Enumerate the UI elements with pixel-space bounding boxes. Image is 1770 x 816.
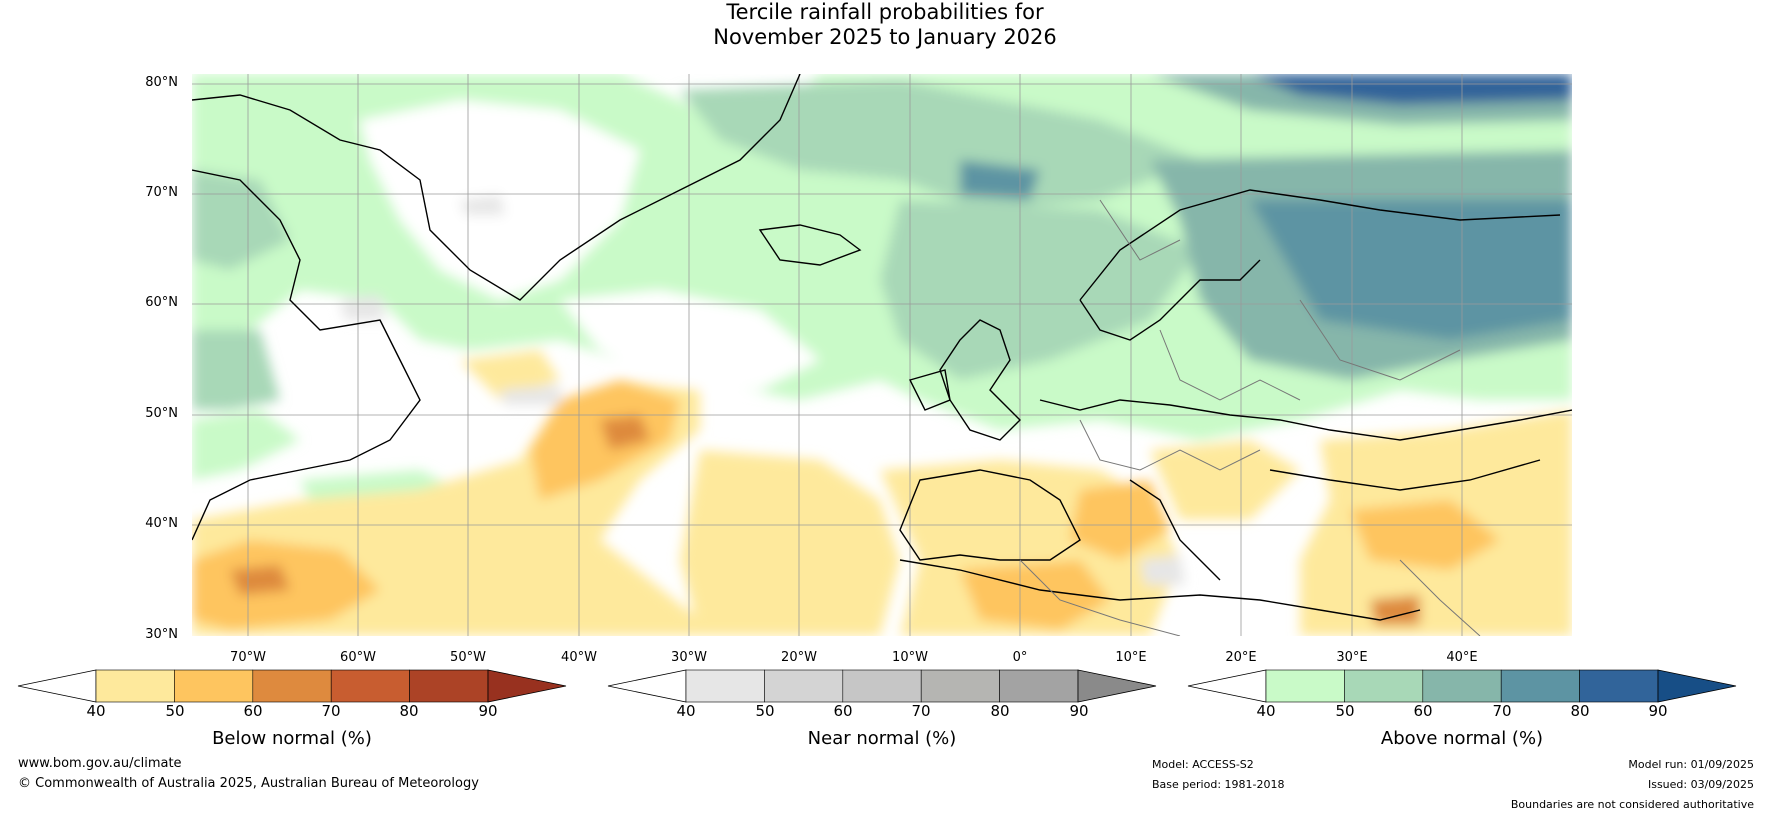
national-borders xyxy=(1019,199,1481,636)
lon-label-30w: 30°W xyxy=(671,650,707,665)
below-tick-80: 80 xyxy=(399,702,419,720)
colorbar-segment xyxy=(1422,669,1502,703)
lat-label-50n: 50°N xyxy=(145,406,178,421)
near-tick-80: 80 xyxy=(990,702,1010,720)
colorbar-extend-high xyxy=(1077,669,1157,703)
near-normal-label: Near normal (%) xyxy=(807,728,957,749)
near-tick-50: 50 xyxy=(755,702,775,720)
colorbar-extend-high xyxy=(487,669,567,703)
colorbar-segment xyxy=(842,669,922,703)
colorbar-segment xyxy=(95,669,175,703)
issued-text: Issued: 03/09/2025 xyxy=(1647,778,1754,791)
above-tick-60: 60 xyxy=(1413,702,1433,720)
colorbar-segment xyxy=(920,669,1000,703)
near-tick-70: 70 xyxy=(911,702,931,720)
map-title-line1: Tercile rainfall probabilities for xyxy=(726,0,1044,24)
disclaimer-text: Boundaries are not considered authoritat… xyxy=(1510,798,1754,811)
website-link[interactable]: www.bom.gov.au/climate xyxy=(18,756,182,771)
lat-label-40n: 40°N xyxy=(145,516,178,531)
colorbar-below-normal xyxy=(17,669,567,703)
colorbar-segment xyxy=(1500,669,1580,703)
lat-label-80n: 80°N xyxy=(145,75,178,90)
near-tick-60: 60 xyxy=(833,702,853,720)
lat-label-30n: 30°N xyxy=(145,627,178,642)
map-title: Tercile rainfall probabilities for Novem… xyxy=(0,0,1770,50)
lon-label-70w: 70°W xyxy=(230,650,266,665)
graticule xyxy=(192,74,1572,636)
base-period-text: Base period: 1981-2018 xyxy=(1152,778,1285,791)
colorbar-segment xyxy=(1344,669,1424,703)
colorbar-segment xyxy=(999,669,1079,703)
colorbar-extend-low xyxy=(607,669,687,703)
colorbar-segment xyxy=(330,669,410,703)
colorbar-segment xyxy=(1579,669,1659,703)
colorbar-extend-high xyxy=(1657,669,1737,703)
lon-label-40w: 40°W xyxy=(561,650,597,665)
below-tick-40: 40 xyxy=(86,702,106,720)
lon-label-50w: 50°W xyxy=(450,650,486,665)
lon-label-20e: 20°E xyxy=(1225,650,1257,665)
above-normal-label: Above normal (%) xyxy=(1380,728,1544,749)
below-normal-label: Below normal (%) xyxy=(212,728,372,749)
lon-label-20w: 20°W xyxy=(781,650,817,665)
above-tick-70: 70 xyxy=(1492,702,1512,720)
colorbar-near-normal xyxy=(607,669,1157,703)
above-tick-50: 50 xyxy=(1335,702,1355,720)
below-tick-70: 70 xyxy=(321,702,341,720)
colorbar-segment xyxy=(685,669,765,703)
lon-label-10e: 10°E xyxy=(1115,650,1147,665)
below-tick-50: 50 xyxy=(165,702,185,720)
colorbar-extend-low xyxy=(1187,669,1267,703)
lon-label-60w: 60°W xyxy=(340,650,376,665)
below-tick-90: 90 xyxy=(478,702,498,720)
near-tick-40: 40 xyxy=(676,702,696,720)
above-tick-40: 40 xyxy=(1256,702,1276,720)
colorbar-above-normal xyxy=(1187,669,1737,703)
colorbar-segment xyxy=(764,669,844,703)
near-tick-90: 90 xyxy=(1069,702,1089,720)
above-tick-90: 90 xyxy=(1648,702,1668,720)
colorbar-segment xyxy=(252,669,332,703)
lat-label-70n: 70°N xyxy=(145,185,178,200)
colorbar-segment xyxy=(1265,669,1345,703)
colorbar-extend-low xyxy=(17,669,97,703)
lon-label-30e: 30°E xyxy=(1336,650,1368,665)
lon-label-10w: 10°W xyxy=(892,650,928,665)
below-tick-60: 60 xyxy=(243,702,263,720)
model-run-text: Model run: 01/09/2025 xyxy=(1628,758,1754,771)
above-tick-80: 80 xyxy=(1570,702,1590,720)
lat-label-60n: 60°N xyxy=(145,295,178,310)
colorbar-segment xyxy=(174,669,254,703)
probability-field xyxy=(192,74,1572,636)
colorbar-graphics xyxy=(17,669,1737,703)
model-text: Model: ACCESS-S2 xyxy=(1152,758,1254,771)
copyright-text: © Commonwealth of Australia 2025, Austra… xyxy=(18,776,479,791)
map-title-line2: November 2025 to January 2026 xyxy=(713,25,1057,49)
lon-label-40e: 40°E xyxy=(1446,650,1478,665)
colorbar-segment xyxy=(409,669,489,703)
coastlines xyxy=(192,74,1572,621)
lon-label-0: 0° xyxy=(1012,650,1028,665)
